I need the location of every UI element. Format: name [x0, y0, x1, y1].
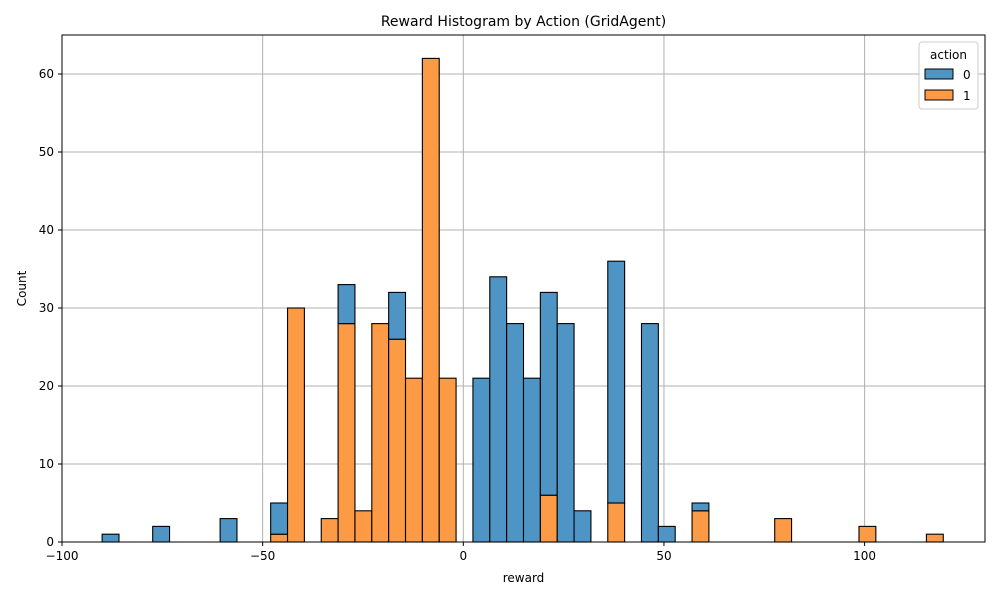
bar-action-1	[607, 502, 626, 543]
bar-action-0	[640, 323, 659, 543]
bar-action-1	[691, 510, 710, 543]
bar-action-0	[337, 284, 356, 325]
y-tick-label: 30	[39, 301, 54, 315]
bar-action-1	[858, 525, 877, 543]
bar-action-0	[573, 510, 592, 543]
legend-swatch-action-0	[924, 68, 954, 80]
bar-action-0	[607, 260, 626, 504]
bar-action-1	[320, 518, 339, 543]
legend-label-action-0: 0	[963, 68, 971, 82]
y-tick-label: 20	[39, 379, 54, 393]
x-tick-label: 0	[459, 549, 467, 563]
y-tick-label: 50	[39, 145, 54, 159]
bar-action-1	[404, 377, 423, 543]
y-axis-label: Count	[15, 270, 29, 306]
bar-action-1	[286, 307, 305, 543]
bar-action-1	[371, 323, 390, 543]
bar-action-0	[489, 276, 508, 543]
y-tick-label: 60	[39, 67, 54, 81]
x-tick-label: −100	[46, 549, 79, 563]
bar-action-0	[152, 525, 171, 543]
bar-action-0	[388, 291, 407, 340]
bar-action-1	[774, 518, 793, 543]
y-tick-label: 10	[39, 457, 54, 471]
legend: action 0 1	[918, 41, 979, 110]
bar-action-1	[388, 338, 407, 543]
bar-action-1	[421, 57, 440, 543]
bar-action-0	[101, 533, 120, 543]
bar-action-1	[925, 533, 944, 543]
x-axis-ticks: −100 −50 0 50 100	[46, 542, 876, 563]
bar-action-0	[657, 525, 676, 543]
y-tick-label: 40	[39, 223, 54, 237]
bar-action-1	[539, 494, 558, 543]
y-tick-label: 0	[46, 535, 54, 549]
plot-frame	[61, 34, 986, 543]
legend-title: action	[930, 48, 967, 62]
bar-action-0	[539, 291, 558, 496]
y-axis-ticks: 0 10 20 30 40 50 60	[39, 67, 62, 549]
x-tick-label: 100	[853, 549, 876, 563]
chart-title: Reward Histogram by Action (GridAgent)	[381, 14, 666, 30]
bar-action-0	[522, 377, 541, 543]
legend-swatch-action-1	[924, 89, 954, 101]
bar-action-0	[556, 323, 575, 543]
x-tick-label: 50	[656, 549, 671, 563]
bar-action-1	[438, 377, 457, 543]
x-tick-label: −50	[250, 549, 275, 563]
bar-action-1	[354, 510, 373, 543]
bar-action-0	[506, 323, 525, 543]
bar-action-0	[691, 502, 710, 512]
x-axis-label: reward	[503, 571, 545, 585]
histogram-bars	[101, 57, 944, 543]
bar-action-0	[219, 518, 238, 543]
legend-label-action-1: 1	[963, 89, 971, 103]
bar-action-1	[337, 323, 356, 543]
bar-action-0	[270, 502, 289, 535]
bar-action-1	[270, 533, 289, 543]
bar-action-0	[472, 377, 491, 543]
